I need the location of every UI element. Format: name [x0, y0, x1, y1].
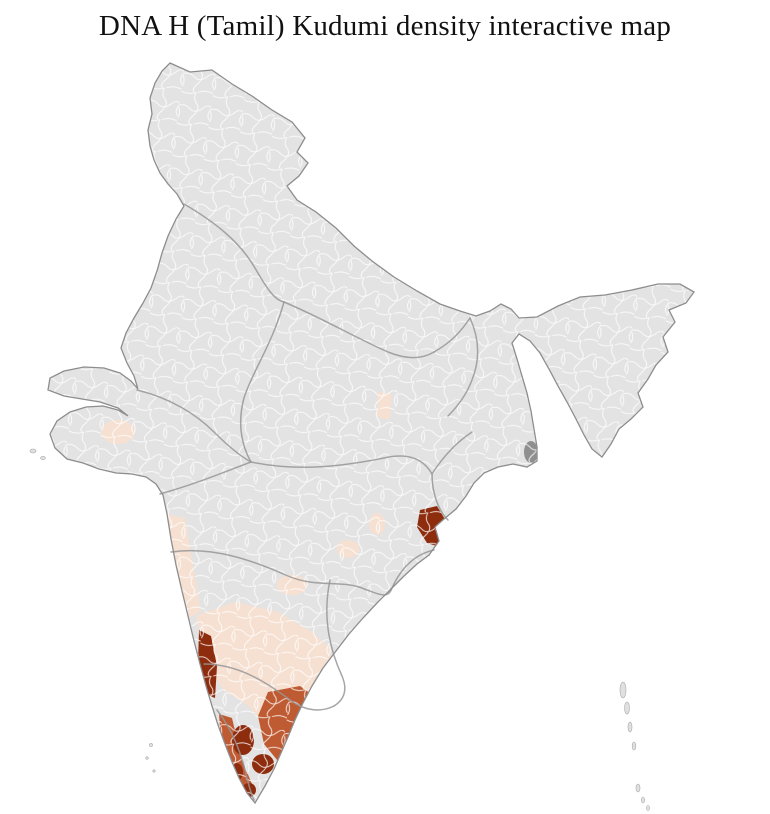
state-borders: [136, 203, 479, 801]
page-title: DNA H (Tamil) Kudumi density interactive…: [98, 10, 672, 42]
andaman-island-4[interactable]: [631, 741, 637, 751]
district-borders-overlay: [48, 63, 694, 803]
nicobar-island-3[interactable]: [646, 805, 650, 811]
lakshadweep-island-1[interactable]: [149, 743, 153, 747]
lakshadweep-island-3[interactable]: [152, 769, 156, 773]
nicobar-island-1[interactable]: [635, 783, 641, 793]
andaman-island-3[interactable]: [627, 721, 633, 733]
no-data-region-west[interactable]: [36, 401, 44, 408]
lakshadweep-island-2[interactable]: [145, 756, 149, 760]
nicobar-island-2[interactable]: [641, 796, 645, 804]
andaman-island-2[interactable]: [624, 701, 630, 715]
gujarat-coast-islet-1[interactable]: [29, 448, 37, 454]
gujarat-coast-islet-2[interactable]: [40, 456, 46, 460]
andaman-island-1[interactable]: [619, 681, 627, 699]
islands-layer: [29, 448, 650, 811]
